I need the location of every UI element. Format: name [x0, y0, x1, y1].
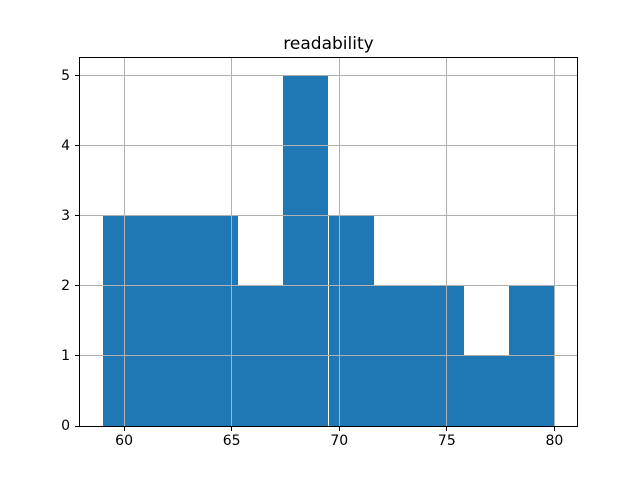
gridline-y: [80, 285, 577, 287]
grid-layer: [80, 58, 577, 426]
y-tick-label: 4: [61, 137, 70, 154]
y-tick-label: 1: [61, 347, 70, 364]
histogram-bar: [147, 215, 193, 426]
gridline-x: [553, 58, 555, 426]
histogram-bar: [283, 75, 329, 426]
ticks-layer: 60 65 70 75 80 0 1 2 3 4 5: [61, 58, 577, 449]
x-tick-mark: [338, 427, 340, 431]
gridline-x: [338, 58, 340, 426]
y-tick-label: 2: [61, 277, 70, 294]
histogram-bar: [192, 215, 239, 426]
x-tick-label: 60: [115, 433, 133, 449]
histogram-bar: [464, 355, 510, 426]
x-tick-label: 65: [222, 433, 241, 449]
x-tick-label: 75: [437, 433, 456, 449]
y-tick-label: 5: [61, 67, 70, 84]
histogram-bar: [102, 215, 148, 426]
y-tick-mark: [75, 75, 79, 77]
y-tick-mark: [75, 355, 79, 357]
y-tick-mark: [75, 145, 79, 147]
histogram-bar: [328, 215, 374, 426]
y-tick-mark: [75, 285, 79, 287]
gridline-y: [80, 355, 577, 357]
plot-area: 60 65 70 75 80 0 1 2 3 4 5: [61, 57, 578, 449]
gridline-y: [80, 75, 577, 77]
gridline-x: [446, 58, 448, 426]
x-tick-mark: [231, 427, 233, 431]
y-tick-mark: [75, 215, 79, 217]
x-tick-mark: [123, 427, 125, 431]
gridline-x: [123, 58, 125, 426]
x-tick-mark: [553, 427, 555, 431]
gridline-y: [80, 145, 577, 147]
x-tick-mark: [446, 427, 448, 431]
y-tick-label: 3: [61, 207, 70, 224]
x-tick-label: 80: [545, 433, 564, 449]
bars-layer: [80, 58, 577, 426]
chart-title: readability: [283, 34, 374, 54]
gridline-y: [80, 215, 577, 217]
y-tick-mark: [75, 425, 79, 427]
x-tick-label: 70: [330, 433, 349, 449]
y-tick-label: 0: [61, 418, 70, 434]
gridline-x: [231, 58, 233, 426]
